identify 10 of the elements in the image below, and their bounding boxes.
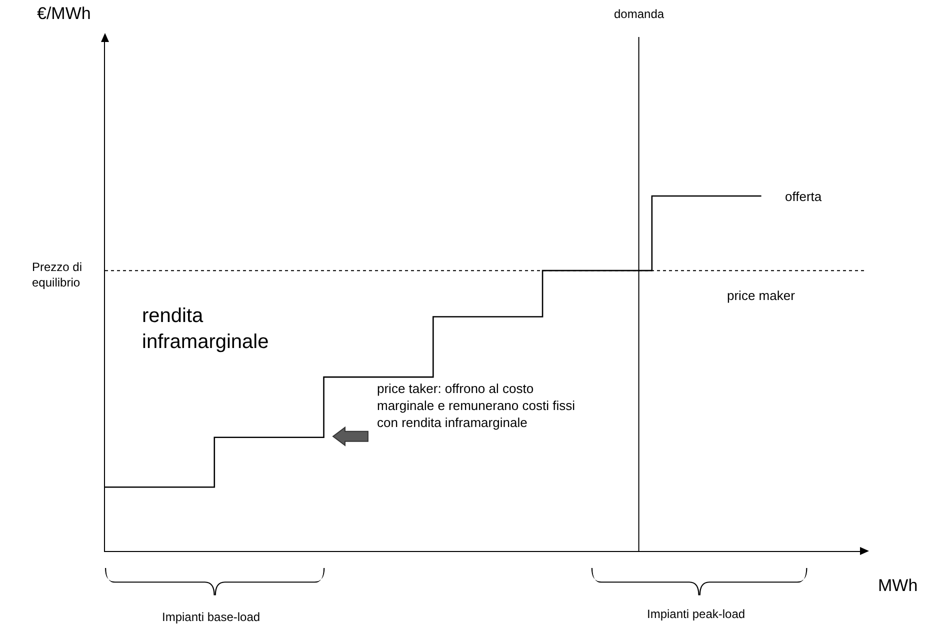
series-label: offerta <box>785 189 822 204</box>
annotation: price maker <box>727 288 796 303</box>
text: €/MWh <box>37 4 91 23</box>
ref-line-label: Prezzo di equilibrio <box>32 260 82 290</box>
text: domanda <box>614 7 664 21</box>
x-axis-title: MWh <box>878 576 918 595</box>
text: Impianti base-load <box>162 610 260 624</box>
text: Impianti peak-load <box>647 607 746 621</box>
annotation: rendita inframarginale <box>142 305 269 353</box>
annotation: price taker: offrono al costo marginale e remunerano costi fissi con rendita inframarginale <box>377 381 576 430</box>
